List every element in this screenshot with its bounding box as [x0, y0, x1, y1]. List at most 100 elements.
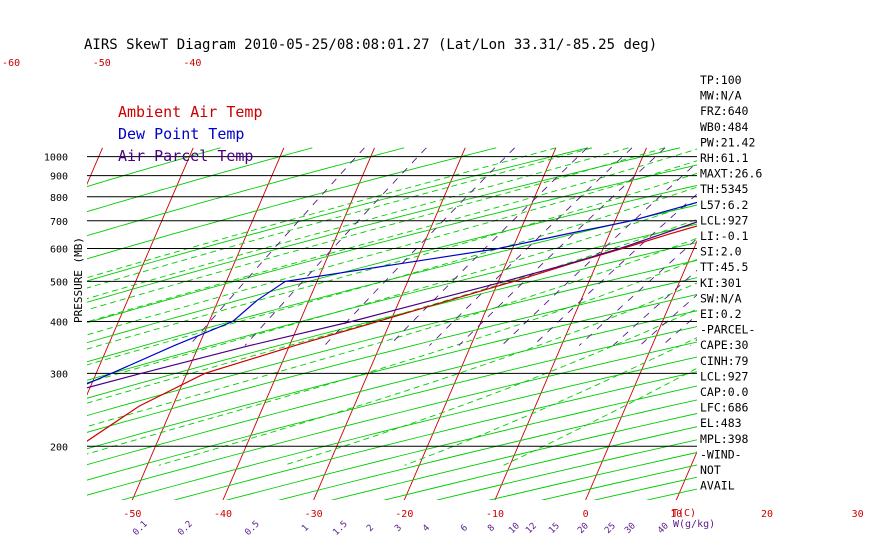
- dry-adiabat: [87, 341, 697, 496]
- mixing-ratio-tick-label: 40: [656, 521, 671, 536]
- dry-adiabat: [225, 385, 697, 500]
- moist-adiabat: [404, 337, 697, 466]
- mixing-ratio-tick-label: 25: [603, 521, 618, 536]
- moist-adiabat: [87, 237, 697, 428]
- dry-adiabat: [645, 488, 697, 500]
- stat-item: -WIND-: [700, 447, 742, 461]
- moist-adiabat: [87, 147, 557, 279]
- chart-title: AIRS SkewT Diagram 2010-05-25/08:08:01.2…: [84, 37, 657, 53]
- pressure-tick-label: 800: [50, 193, 68, 204]
- stat-item: MW:N/A: [700, 89, 742, 103]
- mixing-ratio-tick-label: 1: [300, 523, 311, 534]
- mixing-ratio-line: [756, 148, 870, 346]
- mixing-ratio-axis-label: W(g/kg): [673, 519, 715, 530]
- moist-adiabat: [158, 282, 697, 466]
- mixing-ratio-line: [661, 314, 697, 346]
- mixing-ratio-line: [458, 147, 666, 346]
- mixing-ratio-tick-label: 0.2: [176, 519, 195, 538]
- moist-adiabat: [87, 147, 665, 311]
- moist-adiabat: [87, 201, 697, 384]
- stat-item: LCL:927: [700, 213, 749, 227]
- dry-adiabat: [87, 184, 697, 344]
- stat-item: TH:5345: [700, 182, 748, 196]
- moist-adiabat: [87, 172, 697, 350]
- bottom-temp-tick-label: 0: [583, 509, 589, 520]
- bottom-temp-tick-label: 10: [670, 509, 682, 520]
- dry-adiabat: [593, 476, 697, 500]
- stat-item: AVAIL: [700, 479, 735, 493]
- legend-item: Ambient Air Temp: [118, 103, 263, 121]
- moist-adiabat: [87, 147, 593, 289]
- mixing-ratio-tick-label: 4: [421, 523, 432, 534]
- dry-adiabat: [87, 326, 697, 481]
- mixing-ratio-tick-label: 30: [623, 521, 638, 536]
- dry-adiabat: [488, 452, 697, 500]
- bottom-temp-tick-label: -10: [486, 509, 504, 520]
- y-axis-label: PRESSURE (MB): [72, 237, 85, 323]
- stat-item: LFC:686: [700, 401, 749, 415]
- moist-adiabat: [87, 160, 697, 336]
- plot-background: [0, 147, 870, 560]
- ambient-temp-line: [87, 225, 697, 442]
- dry-adiabat: [87, 259, 697, 417]
- moist-adiabat: [87, 258, 697, 455]
- dry-adiabat: [393, 148, 870, 560]
- bottom-temp-tick-label: 30: [852, 509, 864, 520]
- dry-adiabat: [120, 356, 697, 500]
- dry-adiabat: [278, 399, 697, 500]
- plot-lines: [87, 201, 697, 442]
- dry-adiabat: [87, 223, 697, 381]
- isotherm-line: [87, 147, 194, 396]
- stat-item: CINH:79: [700, 354, 749, 368]
- bottom-temp-tick-label: -40: [214, 509, 232, 520]
- top-temp-tick-label: -40: [183, 58, 201, 69]
- isotherm-line: [131, 147, 285, 500]
- isotherm-line: [222, 147, 375, 500]
- stat-item: TT:45.5: [700, 260, 748, 274]
- dewpoint-temp-line: [87, 201, 697, 385]
- moist-adiabat: [87, 218, 697, 404]
- mixing-ratio-tick-label: 0.1: [131, 519, 150, 538]
- stat-item: CAP:0.0: [700, 385, 749, 399]
- dry-adiabat: [87, 310, 697, 466]
- isotherm-line: [87, 147, 103, 186]
- mixing-ratio-line: [819, 148, 870, 346]
- mixing-ratio-line: [780, 148, 870, 346]
- pressure-tick-label: 600: [50, 245, 68, 256]
- mixing-ratio-tick-label: 12: [524, 521, 539, 536]
- bottom-temp-tick-label: -20: [395, 509, 413, 520]
- stat-item: L57:6.2: [700, 198, 748, 212]
- stat-item: SW:N/A: [700, 291, 742, 305]
- bottom-temp-tick-label: -30: [305, 509, 323, 520]
- isotherm-line: [0, 148, 12, 560]
- pressure-tick-label: 200: [50, 442, 68, 453]
- pressure-tick-label: 1000: [44, 153, 68, 164]
- moist-adiabat: [87, 148, 697, 323]
- dry-adiabat: [87, 242, 697, 399]
- stat-item: WB0:484: [700, 120, 749, 134]
- mixing-ratio-line: [244, 147, 427, 346]
- dry-adiabat: [87, 147, 405, 237]
- dry-adiabat: [87, 277, 697, 433]
- mixing-ratio-tick-label: 15: [547, 521, 562, 536]
- stat-item: NOT: [700, 463, 721, 477]
- bottom-temp-tick-label: 20: [761, 509, 773, 520]
- legend-item: Air Parcel Temp: [118, 147, 253, 165]
- moist-adiabat: [283, 308, 697, 466]
- moist-adiabat: [87, 147, 629, 300]
- mixing-ratio-line: [429, 147, 633, 346]
- pressure-tick-label: 900: [50, 172, 68, 183]
- mixing-ratio-line: [188, 147, 365, 346]
- mixing-ratio-tick-label: 8: [486, 523, 497, 534]
- mixing-ratio-line: [501, 162, 697, 346]
- dry-adiabat: [383, 426, 697, 500]
- isotherm-line: [313, 147, 466, 500]
- x-axis-label: T(C): [672, 508, 696, 519]
- pressure-tick-label: 300: [50, 369, 68, 380]
- isotherm-line: [585, 240, 697, 500]
- mixing-ratio-tick-label: 10: [507, 521, 522, 536]
- dry-adiabat: [173, 371, 697, 500]
- pressure-tick-label: 700: [50, 217, 68, 228]
